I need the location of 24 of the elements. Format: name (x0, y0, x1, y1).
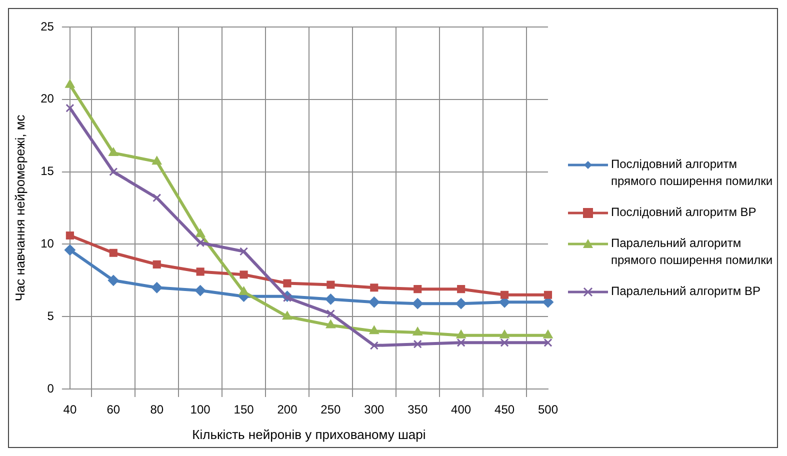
x-tick-label: 350 (408, 402, 428, 417)
x-tick-label: 60 (106, 402, 120, 417)
y-tick-label: 15 (40, 164, 54, 178)
y-axis-title: Час навчання нейромережі, мс (12, 114, 28, 302)
y-tick-label: 20 (40, 92, 54, 106)
x-tick-label: 100 (190, 402, 211, 417)
x-tick-label: 400 (451, 402, 472, 417)
legend-label: Послідовний алгоритм ВР (611, 204, 756, 221)
x-axis-title: Кількість нейронів у прихованому шарі (192, 426, 426, 442)
legend-label: Послідовний алгоритм прямого поширення помилки (611, 156, 773, 190)
legend-label: Паралельний алгоритм ВР (611, 283, 760, 300)
x-tick-label: 300 (364, 402, 384, 417)
x-tick-label: 500 (538, 402, 558, 417)
x-tick-label: 80 (150, 402, 164, 417)
y-tick-label: 5 (47, 308, 54, 323)
legend-label: Паралельний алгоритм прямого поширення помилки (611, 235, 773, 269)
y-tick-label: 10 (40, 236, 54, 251)
y-tick-label: 0 (47, 381, 54, 396)
x-tick-label: 250 (320, 402, 342, 417)
x-tick-label: 450 (494, 402, 515, 417)
y-tick-label: 25 (40, 19, 54, 34)
x-tick-label: 150 (234, 402, 254, 417)
x-tick-label: 200 (277, 402, 298, 417)
x-tick-label: 40 (63, 402, 77, 417)
